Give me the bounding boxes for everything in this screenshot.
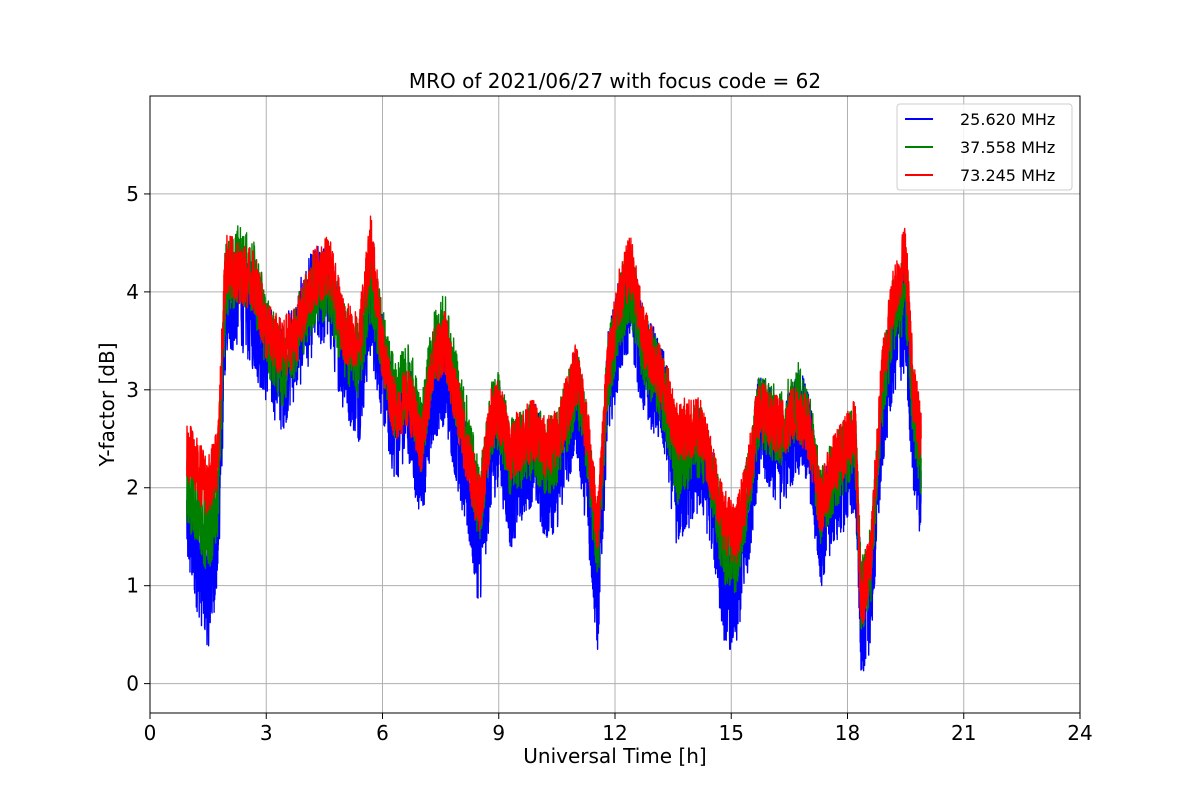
x-tick-label-8: 24 — [1067, 721, 1092, 745]
x-tick-label-7: 21 — [951, 721, 976, 745]
x-tick-label-5: 15 — [719, 721, 744, 745]
x-axis-label: Universal Time [h] — [523, 744, 706, 768]
x-tick-label-6: 18 — [835, 721, 860, 745]
x-tick-label-0: 0 — [144, 721, 157, 745]
y-tick-label-1: 1 — [126, 574, 139, 598]
y-tick-label-3: 3 — [126, 378, 139, 402]
legend-label-0: 25.620 MHz — [960, 110, 1055, 129]
x-tick-label-3: 9 — [492, 721, 505, 745]
y-tick-label-2: 2 — [126, 476, 139, 500]
legend: 25.620 MHz 37.558 MHz 73.245 MHz — [896, 103, 1073, 191]
series-line-2 — [186, 215, 922, 625]
x-tick-label-2: 6 — [376, 721, 389, 745]
y-axis-label: Y-factor [dB] — [95, 342, 119, 467]
y-tick-label-4: 4 — [126, 280, 139, 304]
series-layer — [186, 215, 922, 672]
x-tick-label-4: 12 — [602, 721, 627, 745]
legend-box — [896, 103, 1073, 191]
legend-label-2: 73.245 MHz — [960, 166, 1055, 185]
y-tick-label-0: 0 — [126, 672, 139, 696]
legend-label-1: 37.558 MHz — [960, 138, 1055, 157]
y-tick-label-5: 5 — [126, 182, 139, 206]
x-tick-label-1: 3 — [260, 721, 273, 745]
chart-title: MRO of 2021/06/27 with focus code = 62 — [409, 69, 821, 93]
